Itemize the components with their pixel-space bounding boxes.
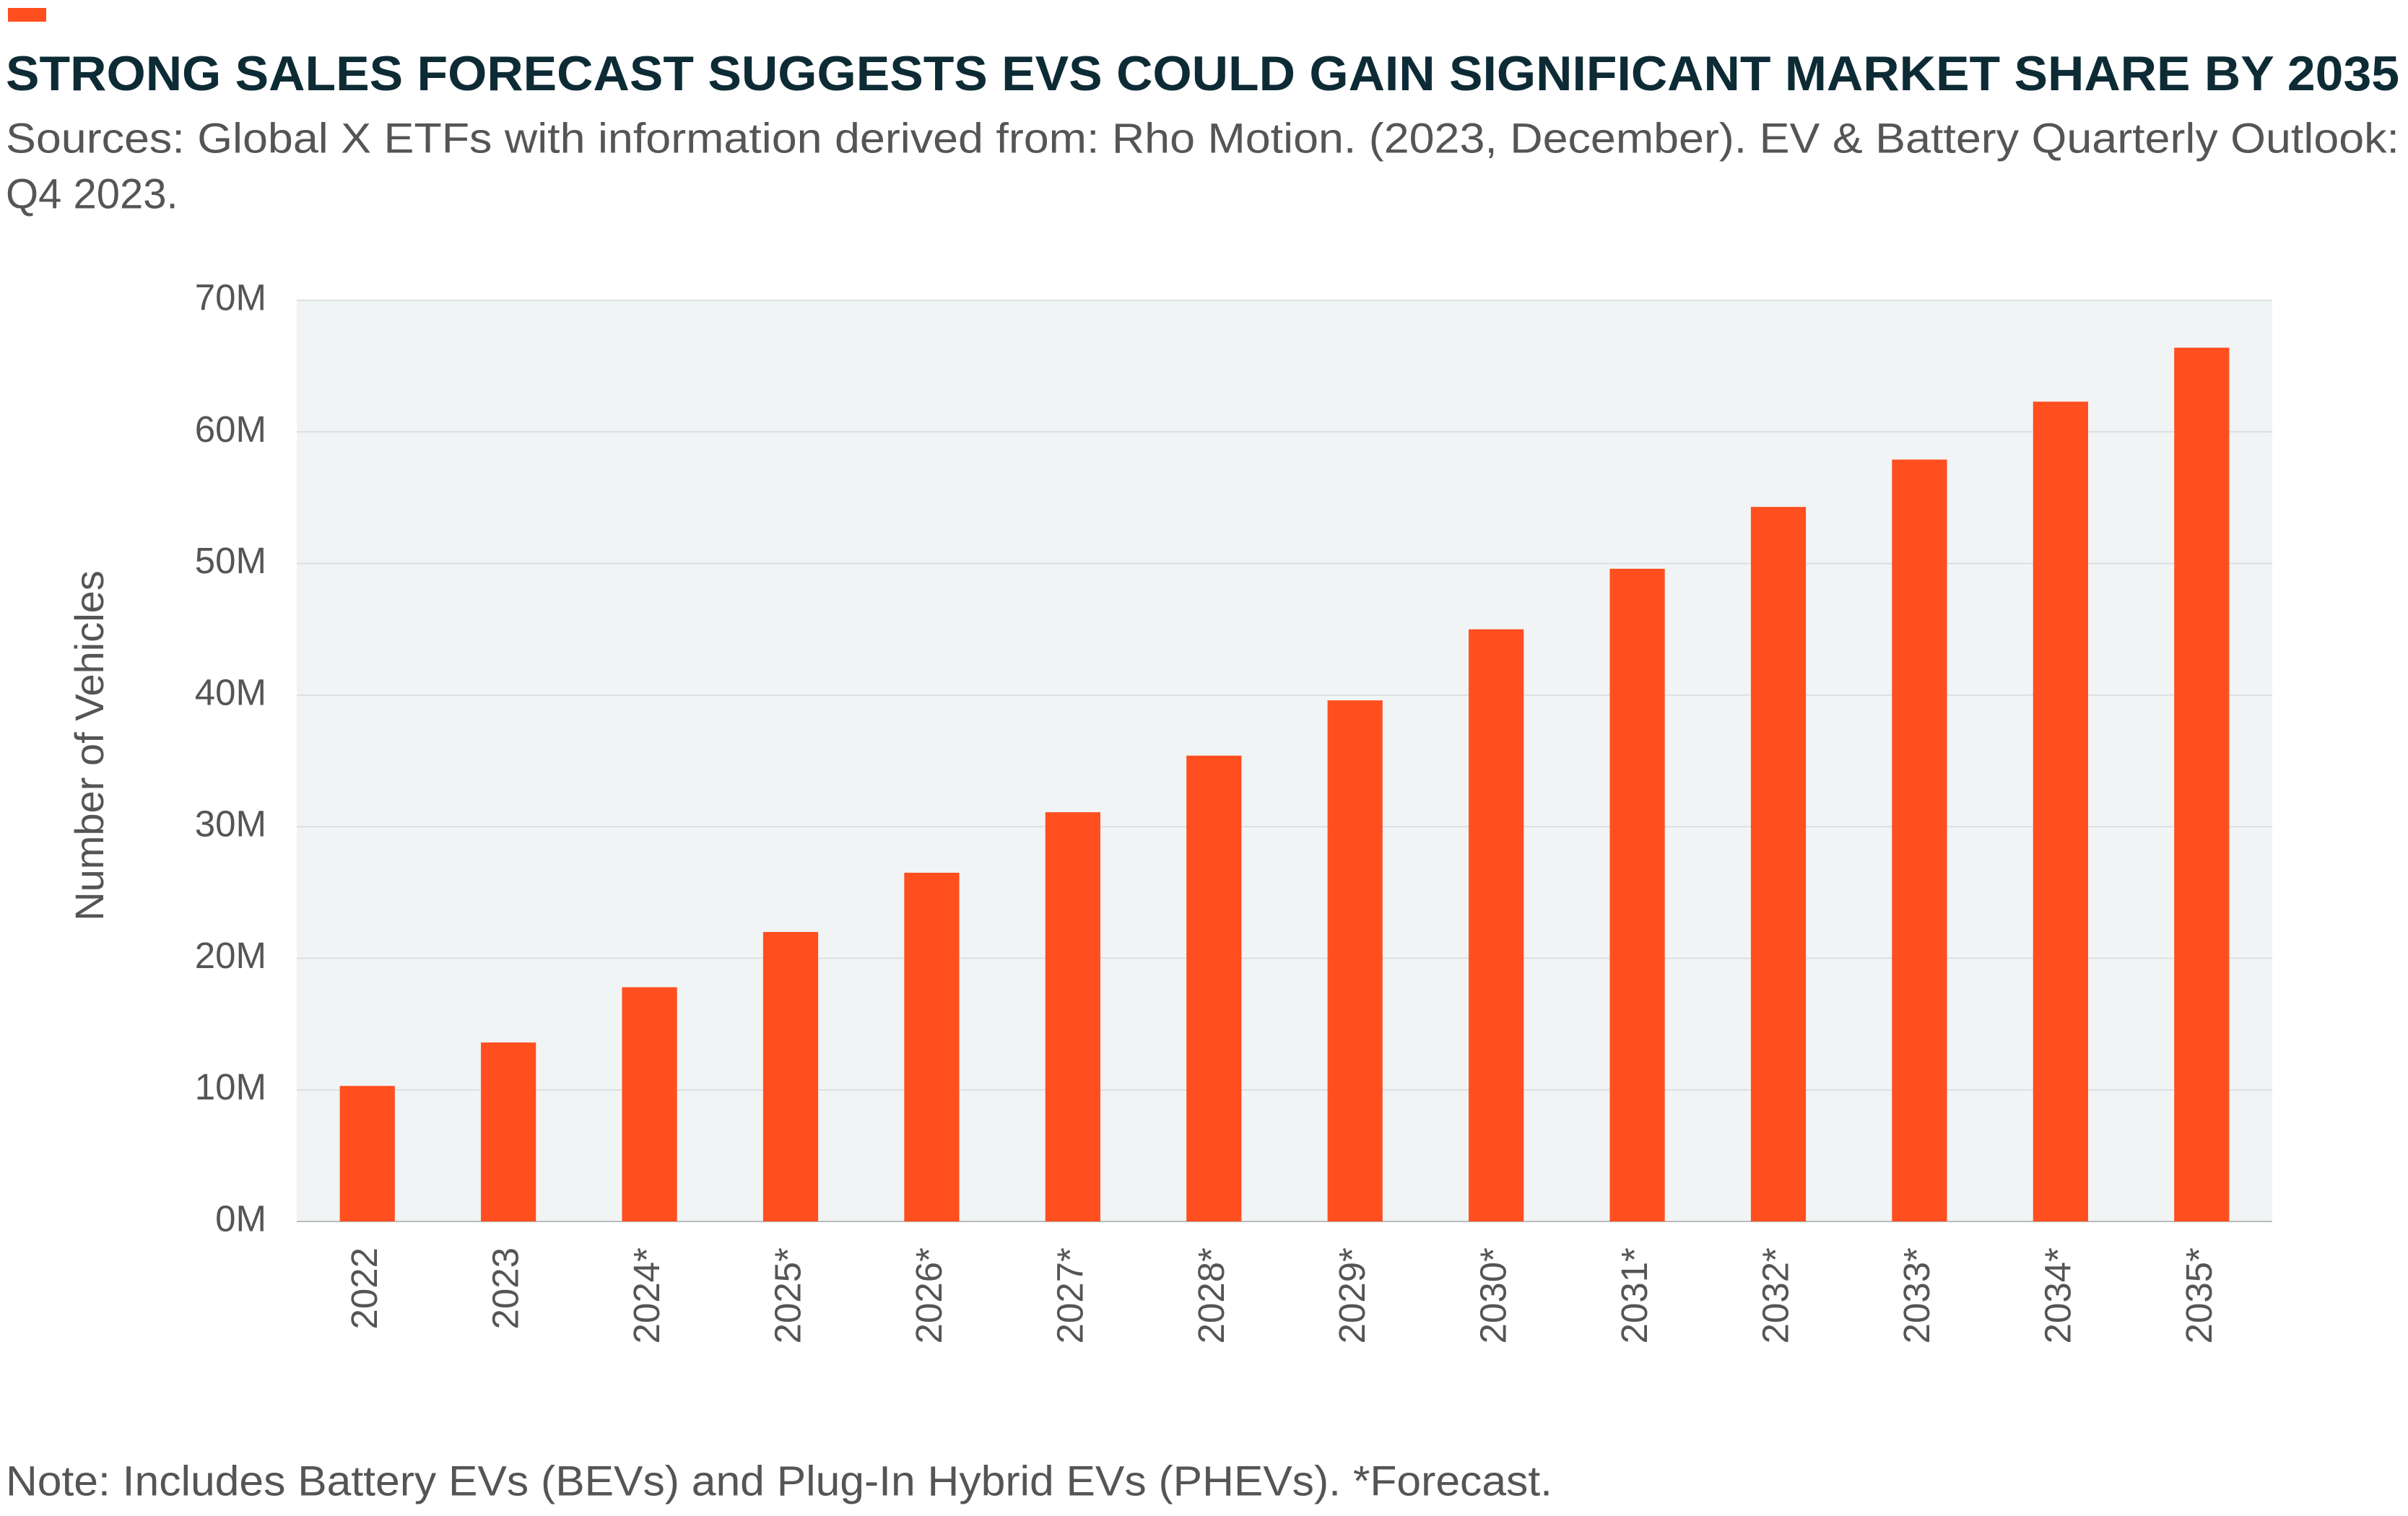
y-tick-label: 10M bbox=[195, 1066, 266, 1107]
y-tick-label: 70M bbox=[195, 276, 266, 318]
bar bbox=[904, 872, 960, 1221]
bar bbox=[1892, 459, 1947, 1222]
bar bbox=[339, 1086, 395, 1221]
plot-area bbox=[297, 300, 2272, 1221]
chart-subtitle: Sources: Global X ETFs with information … bbox=[6, 115, 2399, 162]
x-tick-label: 2026* bbox=[908, 1247, 949, 1343]
bar bbox=[1186, 755, 1242, 1221]
brand-marker bbox=[8, 8, 46, 22]
chart-title: STRONG SALES FORECAST SUGGESTS EVS COULD… bbox=[6, 46, 2399, 101]
x-tick-label: 2023 bbox=[485, 1247, 526, 1329]
bar bbox=[2174, 347, 2230, 1222]
bar bbox=[481, 1042, 536, 1221]
x-tick-label: 2035* bbox=[2178, 1247, 2220, 1343]
x-tick-label: 2027* bbox=[1049, 1247, 1090, 1343]
bar bbox=[1609, 568, 1665, 1221]
y-tick-label: 0M bbox=[215, 1198, 266, 1239]
chart-note: Note: Includes Battery EVs (BEVs) and Pl… bbox=[6, 1458, 1552, 1504]
x-tick-label: 2034* bbox=[2037, 1247, 2078, 1343]
x-tick-label: 2028* bbox=[1191, 1247, 1232, 1343]
y-tick-label: 20M bbox=[195, 935, 266, 976]
x-tick-label: 2029* bbox=[1331, 1247, 1373, 1343]
bar bbox=[762, 931, 819, 1221]
x-tick-label: 2022 bbox=[344, 1247, 385, 1329]
x-tick-label: 2033* bbox=[1896, 1247, 1937, 1343]
bar bbox=[622, 987, 677, 1221]
x-tick-label: 2024* bbox=[626, 1247, 667, 1343]
y-axis-label: Number of Vehicles bbox=[66, 570, 112, 921]
y-tick-label: 30M bbox=[195, 803, 266, 845]
x-tick-label: 2031* bbox=[1614, 1247, 1655, 1343]
bar bbox=[1469, 629, 1524, 1221]
x-tick-label: 2032* bbox=[1755, 1247, 1796, 1343]
bar bbox=[2033, 401, 2088, 1221]
y-tick-label: 60M bbox=[195, 409, 266, 450]
y-tick-label: 40M bbox=[195, 671, 266, 713]
bar bbox=[1327, 700, 1383, 1221]
bar bbox=[1045, 812, 1100, 1221]
y-tick-label: 50M bbox=[195, 540, 266, 581]
bar bbox=[1750, 507, 1807, 1221]
x-tick-label: 2030* bbox=[1473, 1247, 1514, 1343]
chart-subtitle: Q4 2023. bbox=[6, 170, 178, 217]
x-tick-label: 2025* bbox=[767, 1247, 808, 1343]
